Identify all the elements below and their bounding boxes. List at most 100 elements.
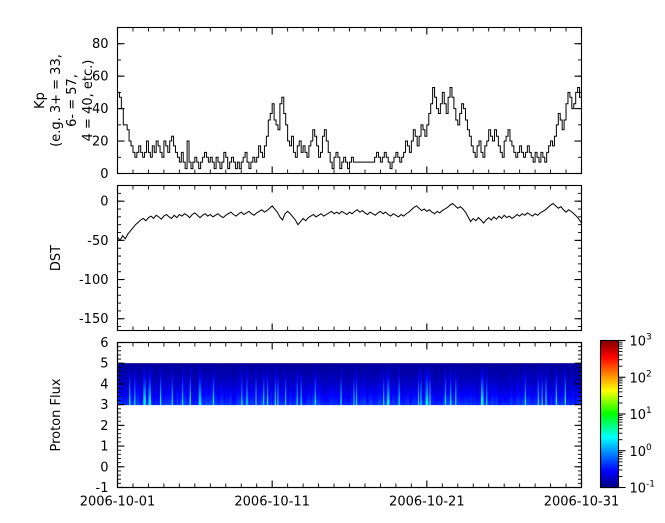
- spectrogram-cell: [154, 374, 157, 377]
- spectrogram-cell: [273, 363, 276, 366]
- spectrogram-cell: [193, 382, 196, 385]
- spectrogram-cell: [125, 364, 127, 367]
- spectrogram-cell: [187, 385, 189, 388]
- spectrogram-cell: [346, 369, 349, 372]
- spectrogram-cell: [336, 401, 339, 404]
- spectrogram-cell: [304, 379, 307, 382]
- spectrogram-cell: [198, 403, 201, 406]
- spectrogram-cell: [233, 390, 236, 393]
- spectrogram-cell: [220, 367, 223, 371]
- spectrogram-cell: [343, 366, 345, 369]
- spectrogram-cell: [143, 382, 146, 385]
- spectrogram-cell: [139, 379, 142, 382]
- spectrogram-cell: [334, 396, 336, 399]
- spectrogram-cell: [274, 390, 277, 393]
- spectrogram-cell: [220, 374, 223, 377]
- spectrogram-cell: [267, 399, 269, 402]
- spectrogram-cell: [170, 369, 173, 372]
- spectrogram-cell: [352, 369, 354, 372]
- spectrogram-cell: [129, 393, 131, 396]
- spectrogram-cell: [236, 380, 238, 383]
- spectrogram-cell: [345, 403, 348, 406]
- spectrogram-cell: [312, 385, 314, 388]
- spectrogram-cell: [194, 385, 197, 388]
- spectrogram-cell: [199, 391, 202, 394]
- spectrogram-cell: [247, 388, 250, 391]
- spectrogram-cell: [135, 375, 138, 378]
- spectrogram-cell: [152, 391, 155, 394]
- spectrogram-cell: [121, 369, 124, 372]
- spectrogram-cell: [301, 366, 304, 369]
- spectrogram-cell: [145, 374, 148, 377]
- spectrogram-cell: [238, 366, 241, 369]
- spectrogram-cell: [274, 372, 277, 375]
- spectrogram-cell: [192, 399, 194, 402]
- spectrogram-cell: [197, 395, 200, 398]
- spectrogram-cell: [221, 396, 224, 399]
- spectrogram-cell: [148, 390, 151, 393]
- spectrogram-cell: [210, 391, 213, 394]
- spectrogram-cell: [201, 375, 204, 378]
- spectrogram-cell: [336, 385, 339, 388]
- spectrogram-cell: [193, 380, 196, 383]
- spectrogram-cell: [283, 367, 286, 371]
- spectrogram-cell: [165, 366, 167, 369]
- spectrogram-cell: [322, 371, 325, 374]
- spectrogram-cell: [352, 374, 354, 377]
- spectrogram-cell: [130, 366, 133, 369]
- spectrogram-cell: [220, 393, 223, 396]
- spectrogram-cell: [220, 401, 223, 404]
- spectrogram-cell: [143, 375, 146, 378]
- spectrogram-cell: [179, 374, 182, 377]
- spectrogram-cell: [154, 387, 157, 390]
- spectrogram-cell: [120, 380, 122, 383]
- spectrogram-cell: [322, 364, 325, 367]
- spectrogram-cell: [314, 375, 317, 378]
- spectrogram-cell: [227, 396, 229, 399]
- spectrogram-cell: [118, 364, 121, 367]
- spectrogram-cell: [160, 375, 162, 378]
- spectrogram-cell: [148, 380, 151, 383]
- spectrogram-cell: [141, 396, 144, 399]
- spectrogram-cell: [218, 379, 220, 382]
- spectrogram-cell: [315, 391, 318, 394]
- spectrogram-cell: [238, 390, 241, 393]
- spectrogram-cell: [332, 395, 335, 398]
- spectrogram-cell: [203, 388, 206, 391]
- spectrogram-cell: [282, 387, 285, 390]
- spectrogram-cell: [350, 396, 353, 399]
- spectrogram-cell: [274, 371, 277, 374]
- spectrogram-cell: [343, 388, 345, 391]
- spectrogram-cell: [199, 372, 202, 375]
- spectrogram-cell: [188, 375, 191, 378]
- spectrogram-cell: [250, 396, 252, 399]
- spectrogram-cell: [206, 395, 209, 398]
- spectrogram-cell: [236, 377, 238, 380]
- spectrogram-cell: [292, 399, 295, 402]
- spectrogram-cell: [230, 369, 233, 372]
- spectrogram-cell: [243, 377, 246, 380]
- spectrogram-cell: [255, 388, 258, 391]
- spectrogram-cell: [340, 385, 343, 388]
- spectrogram-cell: [297, 399, 300, 402]
- spectrogram-cell: [167, 375, 170, 378]
- spectrogram-cell: [179, 364, 182, 367]
- spectrogram-cell: [282, 398, 285, 401]
- spectrogram-cell: [264, 385, 267, 388]
- spectrogram-cell: [126, 371, 129, 374]
- spectrogram-cell: [175, 385, 178, 388]
- spectrogram-cell: [145, 388, 148, 391]
- spectrogram-cell: [194, 364, 197, 367]
- spectrogram-cell: [291, 398, 294, 401]
- spectrogram-cell: [131, 385, 134, 388]
- spectrogram-cell: [269, 382, 272, 385]
- spectrogram-cell: [273, 377, 276, 380]
- spectrogram-cell: [349, 369, 352, 372]
- spectrogram-cell: [327, 374, 330, 377]
- spectrogram-cell: [337, 401, 340, 404]
- spectrogram-cell: [339, 396, 341, 399]
- spectrogram-cell: [212, 401, 215, 404]
- spectrogram-cell: [132, 398, 135, 401]
- spectrogram-cell: [350, 367, 353, 371]
- spectrogram-cell: [151, 377, 153, 380]
